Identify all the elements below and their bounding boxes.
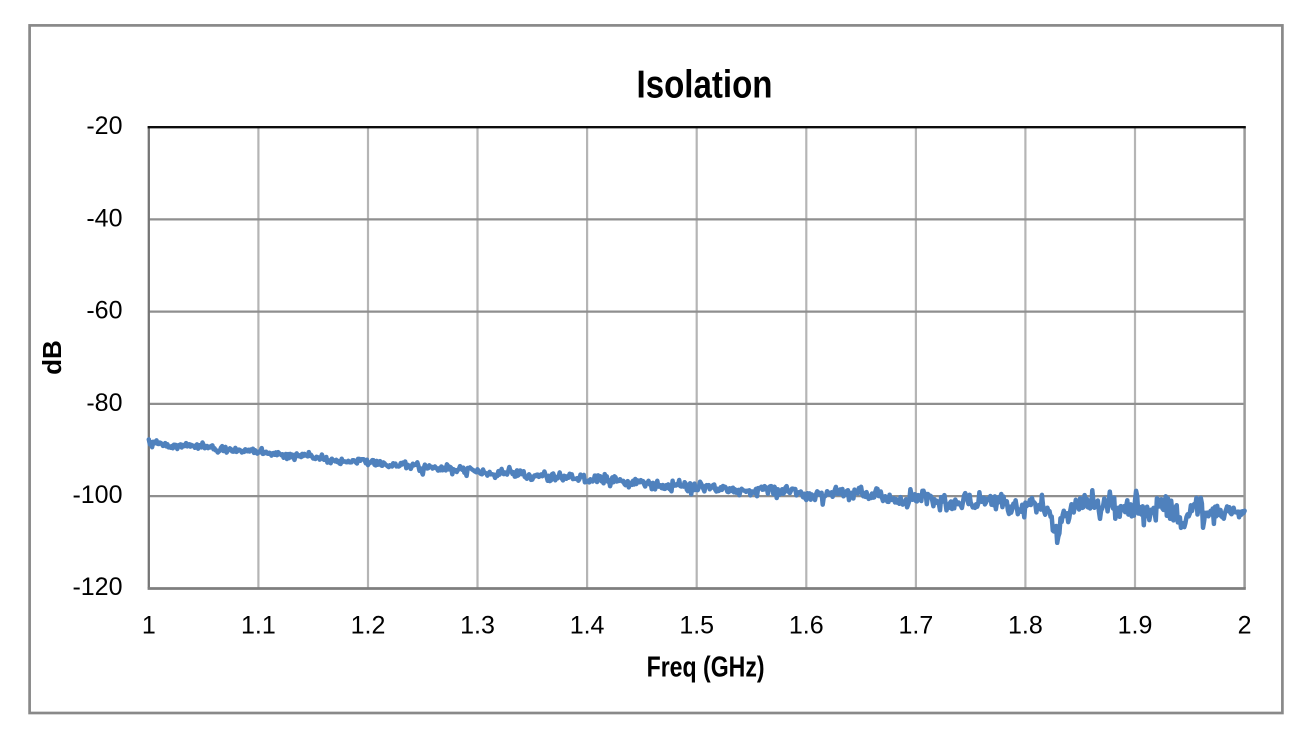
svg-text:-100: -100 (72, 481, 122, 509)
svg-text:-120: -120 (72, 573, 122, 601)
svg-text:-80: -80 (86, 389, 122, 417)
svg-text:dB: dB (37, 340, 67, 375)
svg-text:-60: -60 (86, 297, 122, 325)
svg-text:1.4: 1.4 (570, 612, 605, 640)
svg-text:1.5: 1.5 (679, 612, 714, 640)
svg-text:2: 2 (1238, 612, 1252, 640)
svg-text:1.7: 1.7 (899, 612, 934, 640)
svg-text:1.2: 1.2 (351, 612, 386, 640)
svg-text:1.6: 1.6 (789, 612, 824, 640)
svg-text:1.9: 1.9 (1118, 612, 1153, 640)
svg-text:Freq (GHz): Freq (GHz) (647, 652, 765, 684)
svg-text:1.1: 1.1 (241, 612, 276, 640)
svg-text:Isolation: Isolation (637, 64, 773, 107)
svg-text:-40: -40 (86, 204, 122, 232)
svg-text:-20: -20 (86, 112, 122, 140)
svg-text:1.8: 1.8 (1008, 612, 1043, 640)
svg-text:1: 1 (142, 612, 156, 640)
svg-text:1.3: 1.3 (460, 612, 495, 640)
